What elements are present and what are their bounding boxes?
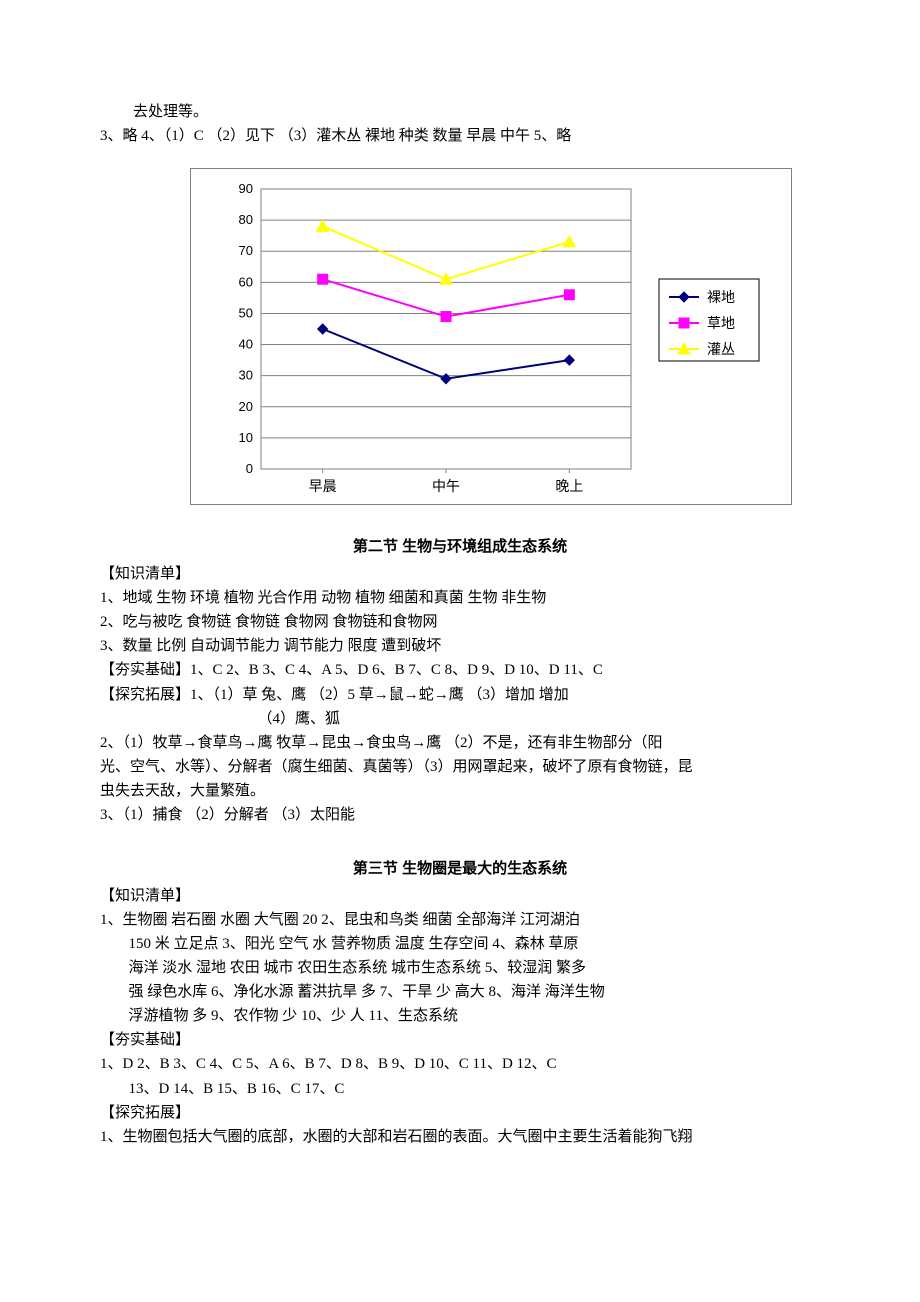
s3-basis2: 13、D 14、B 15、B 16、C 17、C	[100, 1077, 820, 1102]
svg-text:40: 40	[239, 337, 253, 352]
s2-e1b: （4）鹰、狐	[100, 707, 820, 731]
svg-text:80: 80	[239, 212, 253, 227]
s2-knowledge-head: 【知识清单】	[100, 562, 820, 586]
s3-k1d: 强 绿色水库 6、净化水源 蓄洪抗旱 多 7、干旱 少 高大 8、海洋 海洋生物	[100, 980, 820, 1004]
s2-k3: 3、数量 比例 自动调节能力 调节能力 限度 遭到破坏	[100, 634, 820, 658]
chart-svg: 0 10 20 30 40 50 60 70 80 90 早晨 中午 晚上 裸地草地灌丛	[191, 169, 791, 504]
svg-text:草地: 草地	[707, 316, 735, 332]
s2-e1a-text: 1、（1）草 兔、鹰 （2）5 草→鼠→蛇→鹰 （3）增加 增加	[190, 687, 569, 703]
svg-text:30: 30	[239, 368, 253, 383]
svg-text:灌丛: 灌丛	[707, 342, 735, 358]
s3-knowledge-head: 【知识清单】	[100, 884, 820, 908]
svg-text:早晨: 早晨	[309, 480, 337, 495]
s2-k1: 1、地域 生物 环境 植物 光合作用 动物 植物 细菌和真菌 生物 非生物	[100, 586, 820, 610]
svg-text:晚上: 晚上	[555, 479, 583, 495]
s3-k1b: 150 米 立足点 3、阳光 空气 水 营养物质 温度 生存空间 4、森林 草原	[100, 932, 820, 956]
svg-text:裸地: 裸地	[707, 290, 735, 306]
humidity-line-chart: 0 10 20 30 40 50 60 70 80 90 早晨 中午 晚上 裸地草地灌丛	[190, 168, 792, 505]
s2-basis: 【夯实基础】1、C 2、B 3、C 4、A 5、D 6、B 7、C 8、D 9、…	[100, 658, 820, 683]
s2-e2b: 光、空气、水等）、分解者（腐生细菌、真菌等）（3）用网罩起来，破坏了原有食物链，…	[100, 755, 820, 779]
s2-k2: 2、吃与被吃 食物链 食物链 食物网 食物链和食物网	[100, 610, 820, 634]
svg-text:0: 0	[246, 461, 253, 476]
svg-text:90: 90	[239, 181, 253, 196]
svg-text:10: 10	[239, 430, 253, 445]
s2-e3: 3、（1）捕食 （2）分解者 （3）太阳能	[100, 803, 820, 827]
top-line-1: 去处理等。	[100, 100, 820, 124]
s2-e2: 2、（1）牧草→食草鸟→鹰 牧草→昆虫→食虫鸟→鹰 （2）不是，还有非生物部分（…	[100, 731, 820, 755]
s3-k1e: 浮游植物 多 9、农作物 少 10、少 人 11、生态系统	[100, 1004, 820, 1028]
top-line-2: 3、略 4、（1）C （2）见下 （3）灌木丛 裸地 种类 数量 早晨 中午 5…	[100, 124, 820, 148]
s2-e1a: 【探究拓展】1、（1）草 兔、鹰 （2）5 草→鼠→蛇→鹰 （3）增加 增加	[100, 683, 820, 707]
svg-text:70: 70	[239, 243, 253, 258]
s3-basis1: 1、D 2、B 3、C 4、C 5、A 6、B 7、D 8、B 9、D 10、C…	[100, 1052, 820, 1077]
s3-k1c: 海洋 淡水 湿地 农田 城市 农田生态系统 城市生态系统 5、较湿润 繁多	[100, 956, 820, 980]
s2-basis-head: 【夯实基础】	[100, 662, 190, 678]
s2-e2c: 虫失去天敌，大量繁殖。	[100, 779, 820, 803]
svg-text:50: 50	[239, 305, 253, 320]
svg-text:20: 20	[239, 399, 253, 414]
s3-e1: 1、生物圈包括大气圈的底部，水圈的大部和岩石圈的表面。大气圈中主要生活着能狗飞翔	[100, 1125, 820, 1149]
section-2-title: 第二节 生物与环境组成生态系统	[100, 535, 820, 556]
section-3-title: 第三节 生物圈是最大的生态系统	[100, 857, 820, 878]
s3-k1: 1、生物圈 岩石圈 水圈 大气圈 20 2、昆虫和鸟类 细菌 全部海洋 江河湖泊	[100, 908, 820, 932]
s2-basis-answers: 1、C 2、B 3、C 4、A 5、D 6、B 7、C 8、D 9、D 10、D…	[190, 662, 603, 678]
svg-text:60: 60	[239, 274, 253, 289]
page-root: 去处理等。 3、略 4、（1）C （2）见下 （3）灌木丛 裸地 种类 数量 早…	[0, 0, 920, 1189]
s3-basis-head: 【夯实基础】	[100, 1028, 820, 1052]
svg-text:中午: 中午	[432, 479, 460, 495]
s3-explore-head: 【探究拓展】	[100, 1101, 820, 1125]
s2-explore-head: 【探究拓展】	[100, 687, 190, 703]
